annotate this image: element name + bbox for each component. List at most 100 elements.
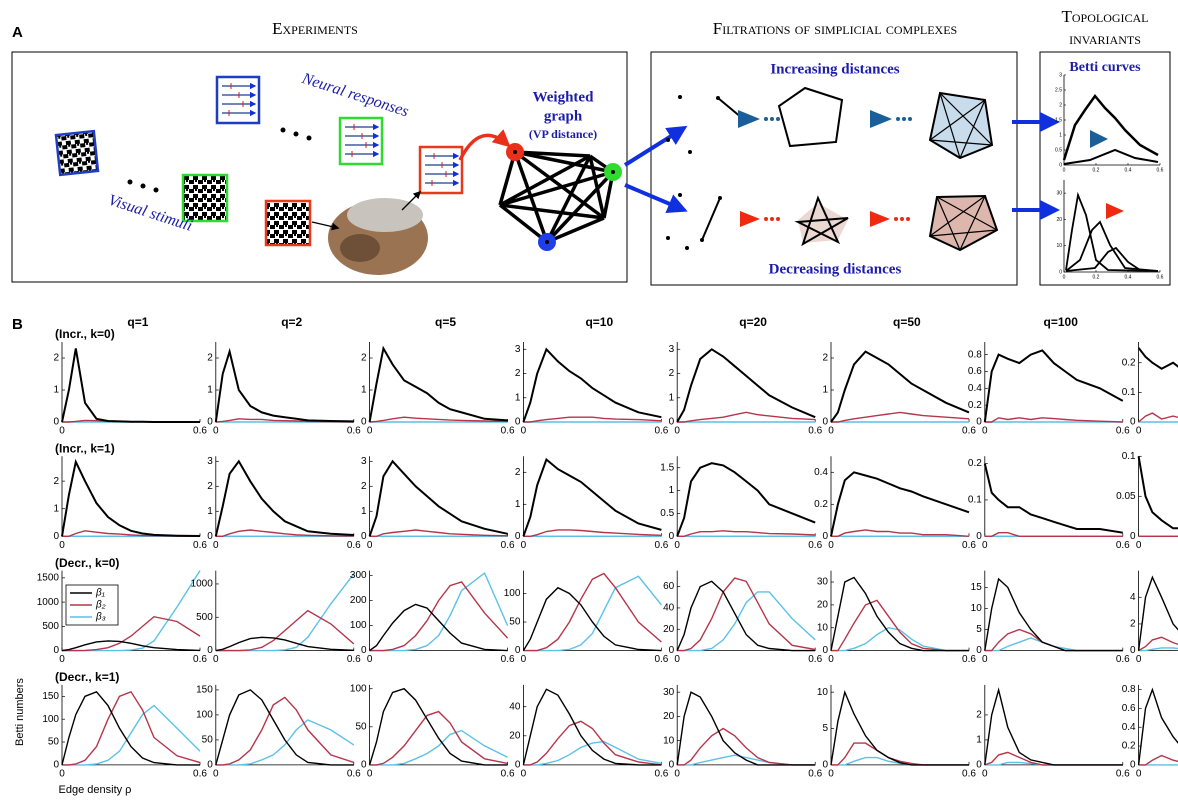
axis <box>677 685 815 765</box>
tick-label: 0 <box>1063 167 1066 173</box>
y-tick-label: 1 <box>53 503 59 514</box>
y-tick-label: 2 <box>822 353 828 364</box>
y-tick-label: 300 <box>350 570 367 581</box>
y-tick-label: 0.2 <box>968 400 982 411</box>
caption: Neural responses <box>299 70 411 121</box>
x-tick-label: 0 <box>59 426 65 437</box>
betti-curve <box>985 579 1123 651</box>
axis <box>831 456 969 536</box>
betti-curve <box>216 690 354 765</box>
y-tick-label: 100 <box>196 710 213 721</box>
section-title: invariants <box>1069 29 1141 48</box>
betti-curve <box>370 530 508 536</box>
x-tick-label: 0 <box>828 540 834 551</box>
axis <box>62 342 200 422</box>
y-tick-label: 15 <box>971 582 983 593</box>
stimulus <box>183 175 227 221</box>
betti-curve <box>62 692 200 765</box>
y-tick-label: 40 <box>663 603 675 614</box>
y-tick-label: 1 <box>822 385 828 396</box>
x-tick-label: 0.6 <box>501 426 515 437</box>
section-title: Experiments <box>272 19 358 38</box>
betti-curve <box>831 530 969 536</box>
betti-curve <box>370 689 508 765</box>
x-tick-label: 0 <box>674 426 680 437</box>
caption: Weighted <box>533 89 594 105</box>
y-tick-label: 0.8 <box>968 349 982 360</box>
schematic-curve <box>1064 96 1158 160</box>
betti-curve <box>1139 456 1178 536</box>
y-tick-label: 1500 <box>37 573 60 584</box>
y-tick-label: 1 <box>207 385 213 396</box>
betti-curve <box>523 576 661 650</box>
stimulus <box>56 131 98 175</box>
x-tick-label: 0 <box>59 540 65 551</box>
betti-curve <box>370 604 508 650</box>
x-tick-label: 0.6 <box>808 426 822 437</box>
caption: Visual stimuli <box>106 192 194 235</box>
tick-label: 0.2 <box>1093 167 1100 173</box>
tick-label: 1.5 <box>1055 117 1062 123</box>
betti-curve <box>831 578 969 651</box>
tick-label: 10 <box>1056 243 1062 249</box>
axis <box>677 342 815 422</box>
x-tick-label: 0.6 <box>1116 540 1130 551</box>
y-tick-label: 3 <box>515 344 521 355</box>
y-tick-label: 1 <box>669 485 675 496</box>
betti-curve <box>677 412 815 422</box>
x-tick-label: 0 <box>213 769 219 780</box>
y-tick-label: 500 <box>196 612 213 623</box>
x-tick-label: 0.6 <box>1116 426 1130 437</box>
frame <box>651 52 1017 285</box>
y-tick-label: 0.8 <box>1122 684 1136 695</box>
tick-label: 0.2 <box>1093 274 1100 280</box>
y-tick-label: 50 <box>509 617 521 628</box>
betti-curve <box>523 530 661 536</box>
y-tick-label: 20 <box>509 730 521 741</box>
betti-curve <box>370 461 508 536</box>
betti-curve <box>62 692 200 765</box>
x-tick-label: 0.6 <box>808 769 822 780</box>
caption: Increasing distances <box>770 61 899 77</box>
axis <box>985 571 1123 651</box>
column-header: q=20 <box>739 315 767 329</box>
row-label: (Decr., k=0) <box>55 556 119 570</box>
y-tick-label: 3 <box>361 456 367 467</box>
betti-curve <box>523 417 661 422</box>
schematic-marker <box>1090 130 1108 148</box>
betti-curve <box>831 692 969 765</box>
betti-curve <box>985 638 1123 651</box>
x-tick-label: 0 <box>367 769 373 780</box>
betti-curve <box>677 692 815 765</box>
x-tick-label: 0.6 <box>501 540 515 551</box>
betti-curve <box>985 464 1123 533</box>
y-tick-label: 2 <box>361 481 367 492</box>
column-header: q=50 <box>893 315 921 329</box>
column-header: q=2 <box>281 315 302 329</box>
row-label: (Incr., k=0) <box>55 327 115 341</box>
betti-curve <box>216 461 354 536</box>
betti-curve <box>523 588 661 651</box>
y-tick-label: 2 <box>207 353 213 364</box>
betti-curve <box>1139 577 1178 650</box>
x-tick-label: 0.6 <box>654 769 668 780</box>
edge <box>702 198 720 240</box>
x-tick-label: 0.6 <box>347 426 361 437</box>
tick-label: 20 <box>1056 217 1062 223</box>
x-tick-label: 0 <box>1136 654 1142 665</box>
x-tick-label: 0 <box>521 426 527 437</box>
betti-curve <box>216 352 354 422</box>
betti-curve <box>370 348 508 422</box>
y-tick-label: 0.6 <box>1122 703 1136 714</box>
betti-curve <box>523 689 661 765</box>
row-label: (Incr., k=1) <box>55 441 115 455</box>
graph-edges <box>500 152 613 242</box>
y-tick-label: 50 <box>355 721 367 732</box>
x-tick-label: 0 <box>59 654 65 665</box>
x-tick-label: 0 <box>674 769 680 780</box>
tick-label: 0 <box>1063 274 1066 280</box>
y-tick-label: 4 <box>1130 592 1136 603</box>
x-tick-label: 0.6 <box>962 540 976 551</box>
y-tick-label: 1000 <box>191 579 214 590</box>
complex <box>798 198 848 244</box>
